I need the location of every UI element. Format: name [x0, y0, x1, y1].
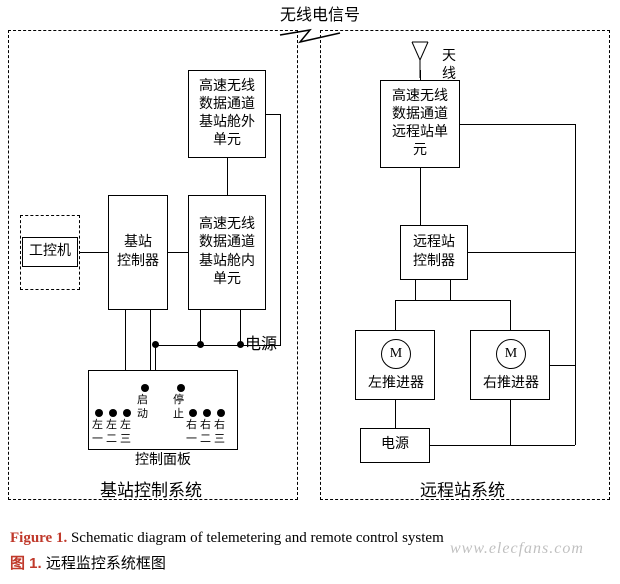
panel-dot-r1 [189, 409, 197, 417]
line-power-h [430, 445, 575, 446]
btn-r1-label: 右 一 [186, 418, 197, 447]
line-lthrust-power [395, 400, 396, 428]
line-ctrl-down1 [415, 280, 416, 300]
panel-dot-l3 [123, 409, 131, 417]
ipc-box: 工控机 [22, 237, 78, 267]
line-right-bus [575, 124, 576, 445]
right-power-box: 电源 [360, 428, 430, 463]
btn-l1-label: 左 一 [92, 418, 103, 447]
indoor-unit-box: 高速无线 数据通道 基站舱内 单元 [188, 195, 266, 310]
line-unit-right [460, 124, 575, 125]
line-split-h [395, 300, 510, 301]
line-to-lthrust [395, 300, 396, 330]
line-indoor-down2 [240, 310, 241, 345]
bus-dot-3 [237, 341, 244, 348]
btn-r2-label: 右 二 [200, 418, 211, 447]
panel-dot-r3 [217, 409, 225, 417]
caption-chinese: 图 1. 远程监控系统框图 [10, 552, 166, 573]
panel-dot-r2 [203, 409, 211, 417]
caption-english: Figure 1. Schematic diagram of telemeter… [10, 530, 444, 547]
bus-dot-2 [197, 341, 204, 348]
right-thruster-label: 右推进器 [483, 375, 539, 393]
btn-l2-label: 左 二 [106, 418, 117, 447]
line-bs-panel-1 [125, 310, 126, 370]
btn-r3-label: 右 三 [214, 418, 225, 447]
panel-dot-start [141, 384, 149, 392]
line-out-right [266, 114, 280, 115]
line-bs-indoor [168, 252, 188, 253]
panel-dot-l1 [95, 409, 103, 417]
line-ctrl-right [468, 252, 575, 253]
control-panel-title: 控制面板 [135, 452, 191, 470]
left-thruster-label: 左推进器 [368, 375, 424, 393]
right-thruster-box: M 右推进器 [470, 330, 550, 400]
btn-stop-label: 停 止 [173, 393, 184, 422]
line-indoor-down1 [200, 310, 201, 345]
right-system-label: 远程站系统 [420, 480, 505, 502]
watermark-text: www.elecfans.com [450, 540, 584, 558]
line-to-rthrust [510, 300, 511, 330]
antenna-label: 天 线 [442, 48, 456, 84]
line-unit-ctrl [420, 168, 421, 225]
line-bus-panel [155, 345, 156, 370]
remote-controller-box: 远程站 控制器 [400, 225, 468, 280]
caption-zh-text: 远程监控系统框图 [42, 555, 166, 572]
right-motor-icon: M [496, 339, 526, 369]
panel-dot-stop [177, 384, 185, 392]
remote-unit-box: 高速无线 数据通道 远程站单 元 [380, 80, 460, 168]
line-power-bus [155, 345, 281, 346]
caption-zh-prefix: 图 1. [10, 555, 42, 572]
line-right-bus-v [280, 114, 281, 345]
line-ant-unit [420, 70, 421, 80]
bs-controller-box: 基站 控制器 [108, 195, 168, 310]
control-panel-box: 启 动 停 止 左 一 左 二 左 三 右 一 右 二 右 三 [88, 370, 238, 450]
line-rthrust-down [510, 400, 511, 445]
caption-en-prefix: Figure 1. [10, 530, 67, 546]
panel-dot-l2 [109, 409, 117, 417]
left-system-label: 基站控制系统 [100, 480, 202, 502]
line-ctrl-down2 [450, 280, 451, 300]
left-motor-icon: M [381, 339, 411, 369]
left-thruster-box: M 左推进器 [355, 330, 435, 400]
line-rthrust-bus [550, 365, 575, 366]
caption-en-text: Schematic diagram of telemetering and re… [67, 530, 444, 546]
outdoor-unit-box: 高速无线 数据通道 基站舱外 单元 [188, 70, 266, 158]
line-bs-panel-2 [150, 310, 151, 370]
btn-start-label: 启 动 [137, 393, 148, 422]
line-ipc-bs [80, 252, 108, 253]
btn-l3-label: 左 三 [120, 418, 131, 447]
line-out-in [227, 158, 228, 195]
